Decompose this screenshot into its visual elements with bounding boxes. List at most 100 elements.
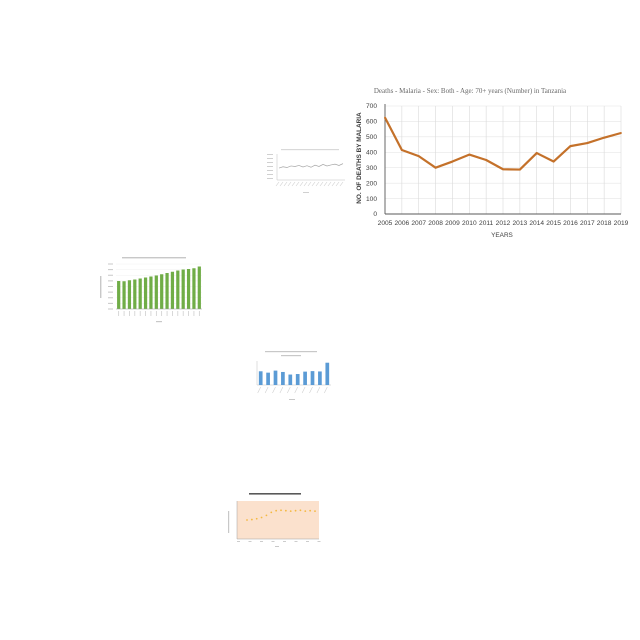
thumb-blue-x-tick [257, 386, 261, 394]
main-x-tick-label: 2017 [580, 220, 595, 227]
main-y-tick-label: 600 [366, 119, 377, 126]
thumb-blue-x-tick [301, 386, 306, 394]
thumb-green-bar [117, 281, 121, 309]
thumb-green-bar [197, 266, 201, 309]
main-x-tick-label: 2010 [462, 220, 477, 227]
thumb-green-y-tick [108, 274, 113, 276]
thumb-scatter-x-tick [260, 541, 263, 542]
thumb-line-y-tick [267, 166, 273, 167]
main-x-tick-label: 2019 [614, 220, 629, 227]
main-x-tick-label: 2015 [546, 220, 561, 227]
thumb-green-y-tick [108, 291, 113, 293]
thumbnail-scatter-chart-svg [228, 493, 321, 547]
thumb-scatter-x-tick [294, 541, 298, 542]
main-x-tick-label: 2005 [378, 220, 393, 227]
thumb-green-bar [170, 271, 175, 309]
thumb-scatter-point [275, 509, 278, 512]
thumb-line-y-tick [267, 158, 273, 159]
thumb-blue-bar [258, 371, 263, 385]
thumb-green-bar [160, 274, 164, 309]
thumb-scatter-x-label-placeholder [275, 546, 279, 547]
thumb-line-x-tick [323, 181, 328, 187]
thumb-scatter-x-tick [317, 541, 321, 542]
main-y-tick-label: 200 [366, 180, 377, 187]
main-chart-title: Deaths - Malaria - Sex: Both - Age: 70+ … [374, 87, 567, 95]
main-series-point [603, 136, 606, 139]
main-chart-x-axis-label: YEARS [491, 232, 513, 239]
thumb-scatter-point [255, 517, 258, 520]
thumb-blue-bar [295, 374, 300, 385]
thumb-blue-title-placeholder-1 [265, 351, 317, 353]
thumb-green-bar [122, 281, 126, 309]
thumbnail-blue-bar-chart-svg [256, 351, 331, 400]
thumb-green-y-tick [108, 308, 113, 310]
thumb-scatter-x-tick [271, 541, 275, 542]
thumb-blue-bar [303, 371, 307, 385]
main-x-tick-label: 2008 [428, 220, 443, 227]
main-series-point [417, 155, 420, 158]
main-x-tick-label: 2014 [529, 220, 544, 227]
thumb-scatter-point [280, 509, 282, 512]
thumb-scatter-point [314, 510, 316, 513]
thumb-blue-x-label-placeholder [289, 399, 295, 400]
thumb-green-title-placeholder [122, 257, 186, 259]
main-x-tick-label: 2018 [597, 220, 612, 227]
main-series-point [569, 145, 572, 148]
thumb-scatter-x-tick [306, 541, 309, 542]
thumb-line-x-tick [295, 181, 300, 187]
thumb-scatter-y-label-placeholder [228, 511, 230, 533]
main-series-point [434, 166, 437, 169]
thumb-line-y-tick [267, 170, 273, 171]
thumb-green-bar [133, 279, 137, 309]
thumb-blue-x-tick [316, 386, 321, 394]
thumb-line-x-tick [319, 181, 324, 187]
thumb-line-y-tick [267, 162, 273, 163]
thumb-blue-x-tick [324, 386, 328, 394]
thumb-line-x-tick [315, 181, 320, 187]
thumbnail-line-chart [263, 146, 349, 198]
thumbnail-green-bar-chart [98, 254, 206, 326]
main-series-point [485, 159, 488, 161]
thumb-green-bar [192, 268, 196, 309]
thumb-scatter-point [265, 514, 268, 517]
main-series-point [502, 168, 504, 171]
thumb-blue-bar [266, 372, 270, 385]
thumb-green-y-tick [108, 280, 113, 282]
thumb-scatter-x-tick [237, 541, 240, 542]
thumbnail-blue-bar-chart [247, 349, 335, 404]
main-y-tick-label: 300 [366, 165, 377, 172]
thumb-blue-bar [310, 371, 315, 385]
main-x-tick-label: 2009 [445, 220, 460, 227]
thumb-blue-x-tick [309, 386, 313, 394]
thumb-blue-x-tick [294, 386, 298, 394]
thumb-scatter-point [294, 509, 297, 512]
main-y-tick-label: 100 [366, 196, 377, 203]
main-x-tick-label: 2013 [513, 220, 528, 227]
thumb-scatter-point [260, 516, 263, 519]
thumb-green-y-tick [108, 263, 113, 265]
thumb-blue-bar [281, 371, 285, 385]
thumb-green-bar [138, 278, 142, 309]
thumb-line-x-tick [331, 181, 336, 187]
thumb-blue-bar [325, 362, 330, 385]
main-series-point [552, 160, 555, 163]
main-chart-y-axis-label: NO. OF DEATHS BY MALARIA [356, 112, 363, 204]
thumb-green-bar [149, 276, 153, 309]
thumb-line-x-tick [283, 181, 288, 187]
thumb-green-y-tick [108, 286, 113, 287]
thumb-green-y-tick [108, 269, 113, 271]
thumb-line-x-tick [287, 181, 292, 187]
thumb-scatter-point [309, 509, 312, 512]
thumb-green-y-tick [108, 302, 113, 304]
thumb-blue-bar [318, 371, 322, 385]
thumb-line-x-tick [303, 181, 308, 187]
main-x-tick-label: 2016 [563, 220, 578, 227]
thumb-blue-x-tick [279, 386, 284, 394]
thumb-scatter-point [289, 510, 292, 513]
main-series-point [620, 132, 622, 134]
main-series-point [518, 168, 521, 171]
main-y-tick-label: 0 [373, 211, 377, 218]
thumb-scatter-point [284, 509, 287, 512]
main-x-tick-label: 2011 [479, 220, 494, 227]
thumb-scatter-point [299, 509, 302, 512]
